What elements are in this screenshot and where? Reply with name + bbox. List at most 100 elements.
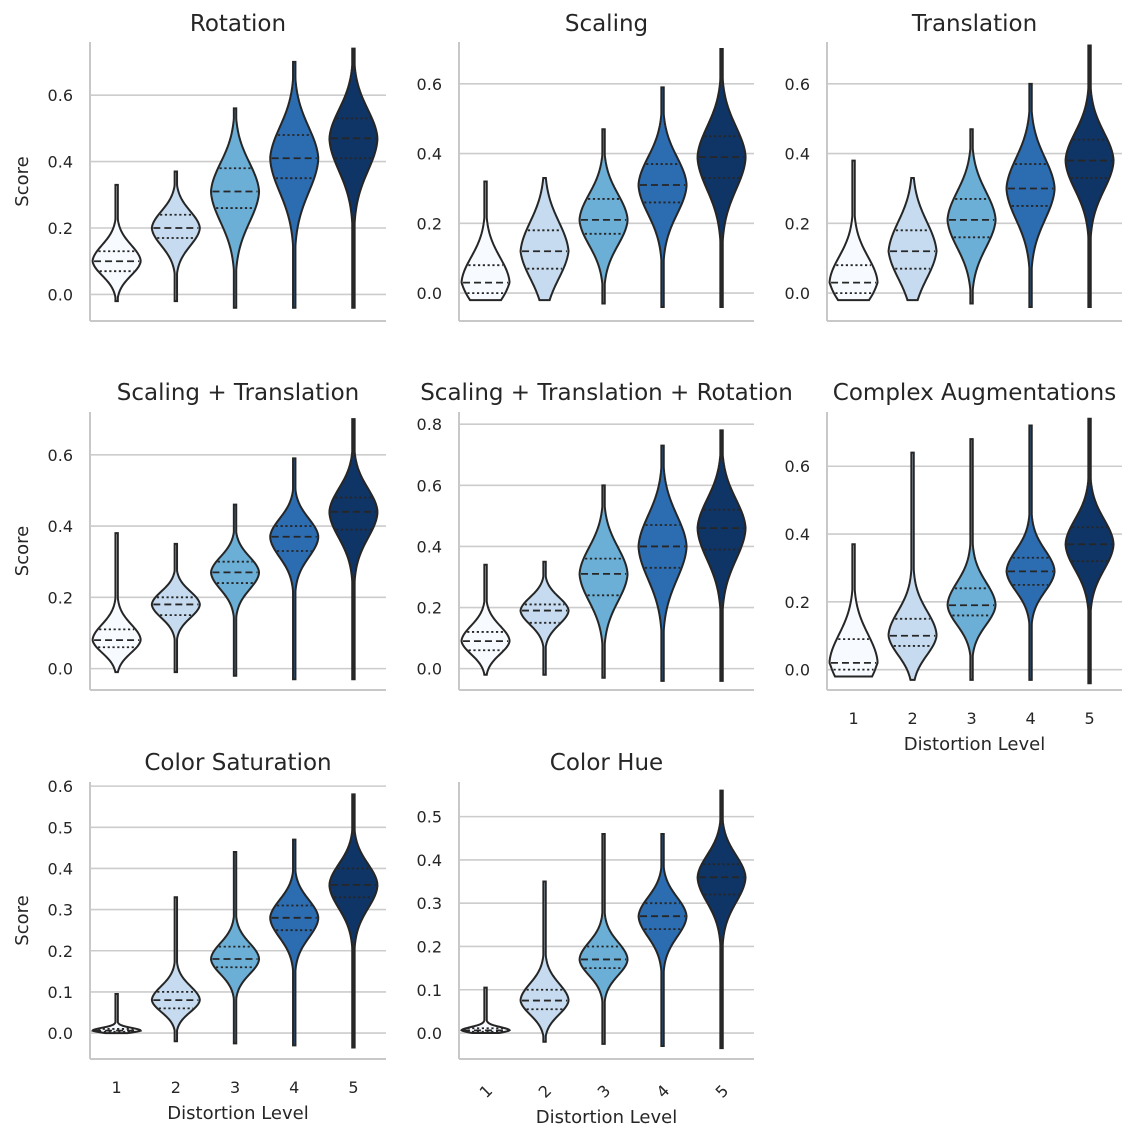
violin-level-1 (460, 563, 511, 676)
violin-level-3 (946, 438, 997, 681)
panel-6: Complex Augmentations 0.0 0.2 0.4 0.6 1 2 3 4 5 Di… (785, 380, 1122, 755)
panel-title: Complex Augmentations (833, 380, 1116, 406)
y-tick-label: 0.2 (785, 593, 810, 612)
panel-title: Rotation (190, 11, 286, 37)
violin-level-1 (91, 992, 143, 1035)
violin-level-2 (887, 177, 938, 302)
y-tick-label: 0.5 (417, 808, 442, 827)
violin-level-5 (1064, 417, 1115, 685)
y-tick-label: 0.4 (417, 537, 442, 556)
violin-level-3 (578, 832, 629, 1045)
y-tick-label: 0.2 (48, 588, 73, 607)
y-tick-label: 0.6 (48, 86, 73, 105)
violin-level-1 (460, 180, 511, 302)
violin-level-2 (519, 880, 570, 1043)
y-tick-label: 0.4 (48, 153, 73, 172)
panel-title: Scaling + Translation + Rotation (420, 380, 793, 406)
violin-level-3 (210, 107, 261, 309)
panel-title: Translation (911, 11, 1037, 37)
y-axis-label: Score (12, 156, 33, 206)
y-tick-label: 0.3 (48, 901, 73, 920)
violin-level-3 (210, 850, 261, 1045)
x-axis-label: Distortion Level (536, 1107, 677, 1128)
x-tick-label: 3 (594, 1081, 615, 1102)
y-axis-label: Score (12, 526, 33, 576)
panel-title: Color Hue (550, 750, 663, 776)
violin-level-4 (269, 60, 320, 309)
y-tick-label: 0.0 (417, 660, 442, 679)
violin-level-5 (328, 47, 379, 309)
panel-2: Scaling 0.0 0.2 0.4 0.6 (417, 11, 754, 322)
violin-level-4 (637, 86, 688, 309)
panel-title: Color Saturation (144, 750, 331, 776)
y-tick-label: 0.0 (48, 1024, 73, 1043)
panel-title: Scaling + Translation (117, 380, 360, 406)
violin-level-2 (150, 896, 201, 1043)
y-tick-label: 0.4 (417, 145, 442, 164)
violin-level-2 (519, 177, 570, 302)
y-axis-label: Score (12, 895, 33, 945)
x-axis-label: Distortion Level (904, 734, 1045, 755)
y-tick-label: 0.0 (417, 1024, 442, 1043)
violin-level-4 (1005, 82, 1056, 309)
y-tick-label: 0.2 (785, 214, 810, 233)
y-tick-label: 0.0 (417, 284, 442, 303)
violin-level-2 (887, 451, 938, 681)
panel-3: Translation 0.0 0.2 0.4 0.6 (785, 11, 1122, 322)
x-tick-label: 5 (348, 1078, 358, 1097)
violin-level-1 (828, 543, 879, 678)
x-axis-label: Distortion Level (167, 1103, 308, 1124)
violin-level-4 (269, 457, 320, 681)
y-tick-label: 0.1 (48, 983, 73, 1002)
violin-level-3 (578, 484, 629, 679)
panel-4: Scaling + Translation 0.0 0.2 0.4 0.6 Score (12, 380, 386, 691)
y-tick-label: 0.4 (785, 525, 810, 544)
violin-level-3 (946, 128, 997, 305)
y-tick-label: 0.2 (417, 937, 442, 956)
y-tick-label: 0.6 (785, 457, 810, 476)
violin-level-2 (150, 542, 201, 674)
y-tick-label: 0.4 (48, 517, 73, 536)
y-tick-label: 0.2 (417, 214, 442, 233)
panel-7: Color Saturation 0.0 0.1 0.2 0.3 0.4 0.5 0.6 Sco… (12, 750, 386, 1124)
x-tick-label: 3 (230, 1078, 240, 1097)
y-tick-label: 0.0 (48, 285, 73, 304)
x-tick-label: 4 (289, 1078, 299, 1097)
y-tick-label: 0.0 (785, 661, 810, 680)
violin-level-2 (519, 560, 570, 676)
x-tick-label: 1 (476, 1081, 497, 1102)
y-tick-label: 0.0 (785, 284, 810, 303)
y-tick-label: 0.2 (48, 942, 73, 961)
y-tick-label: 0.0 (48, 660, 73, 679)
y-tick-label: 0.5 (48, 818, 73, 837)
violin-level-3 (210, 503, 261, 677)
y-tick-label: 0.2 (48, 219, 73, 238)
violin-level-5 (696, 429, 747, 682)
violin-level-1 (91, 183, 142, 303)
panel-title: Scaling (565, 11, 648, 37)
violin-level-4 (637, 444, 688, 682)
y-tick-label: 0.6 (48, 777, 73, 796)
violin-level-4 (637, 832, 688, 1048)
violin-level-1 (828, 159, 879, 302)
x-tick-label: 5 (712, 1081, 733, 1102)
violin-level-5 (696, 47, 747, 309)
y-tick-label: 0.2 (417, 599, 442, 618)
y-tick-label: 0.6 (417, 476, 442, 495)
violin-level-5 (1064, 44, 1115, 309)
x-tick-label: 4 (1025, 709, 1035, 728)
violin-level-5 (696, 789, 747, 1050)
y-tick-label: 0.1 (417, 981, 442, 1000)
panel-8: Color Hue 0.0 0.1 0.2 0.3 0.4 0.5 1 2 3 4 5 Distorti… (417, 750, 754, 1128)
y-tick-label: 0.6 (48, 446, 73, 465)
violin-level-5 (328, 418, 379, 681)
x-tick-label: 2 (907, 709, 917, 728)
violin-level-1 (91, 532, 142, 674)
y-tick-label: 0.6 (417, 75, 442, 94)
y-tick-label: 0.3 (417, 894, 442, 913)
panel-5: Scaling + Translation + Rotation 0.0 0.2 0.… (417, 380, 793, 691)
y-tick-label: 0.4 (417, 851, 442, 870)
y-tick-label: 0.4 (48, 859, 73, 878)
